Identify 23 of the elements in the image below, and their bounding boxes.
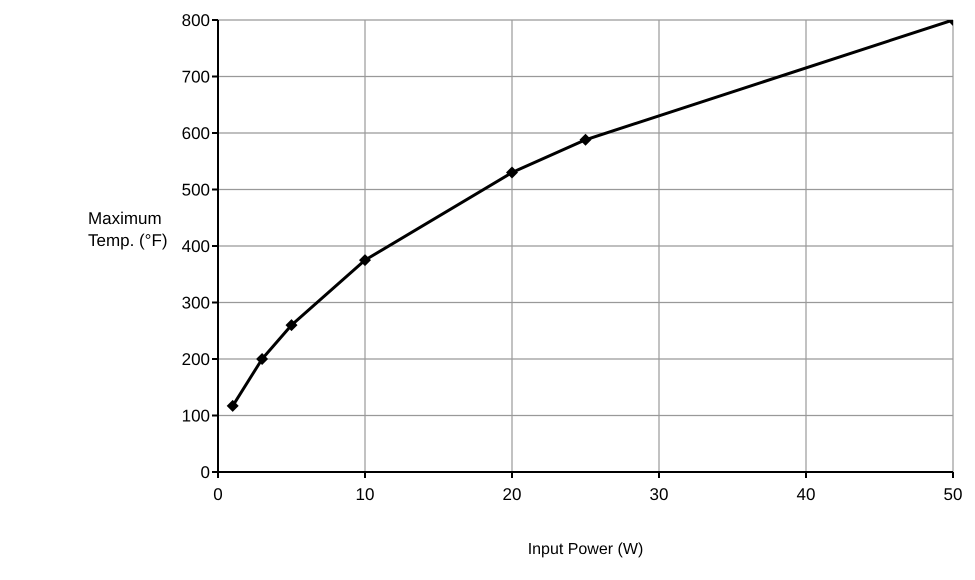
x-tick-label: 30 [650,485,668,504]
y-tick-label: 200 [182,350,210,370]
x-tick-label: 20 [502,485,522,504]
x-axis-title: Input Power (W) [528,541,644,558]
y-tick-label: 0 [200,463,210,482]
point [226,400,239,412]
x-tick-label: 10 [356,485,374,504]
x-tick-label: 40 [796,485,816,504]
x-tick-label: 50 [944,485,962,504]
point [256,353,268,365]
y-tick-label: 300 [182,294,210,313]
y-tick-label: 700 [182,68,210,87]
x-tick-label: 0 [213,485,223,504]
y-axis-title: Maximum Temp. (°F) [88,209,168,250]
y-tick-label: 600 [182,124,210,144]
point [359,254,371,266]
y-tick-label: 500 [182,180,210,200]
point [506,166,518,179]
y-tick-label: 100 [182,406,210,426]
y-tick-label: 400 [182,237,210,256]
y-tick-label: 800 [182,11,210,30]
point [286,319,298,332]
point [580,134,592,146]
